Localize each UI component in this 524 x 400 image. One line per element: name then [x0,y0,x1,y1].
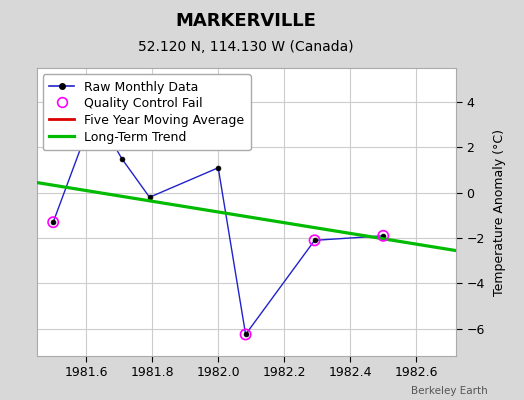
Text: Berkeley Earth: Berkeley Earth [411,386,487,396]
Point [242,331,250,338]
Point [379,233,387,239]
Text: MARKERVILLE: MARKERVILLE [176,12,316,30]
Y-axis label: Temperature Anomaly (°C): Temperature Anomaly (°C) [493,128,506,296]
Point [49,219,57,226]
Legend: Raw Monthly Data, Quality Control Fail, Five Year Moving Average, Long-Term Tren: Raw Monthly Data, Quality Control Fail, … [43,74,250,150]
Text: 52.120 N, 114.130 W (Canada): 52.120 N, 114.130 W (Canada) [138,40,354,54]
Point [310,237,319,244]
